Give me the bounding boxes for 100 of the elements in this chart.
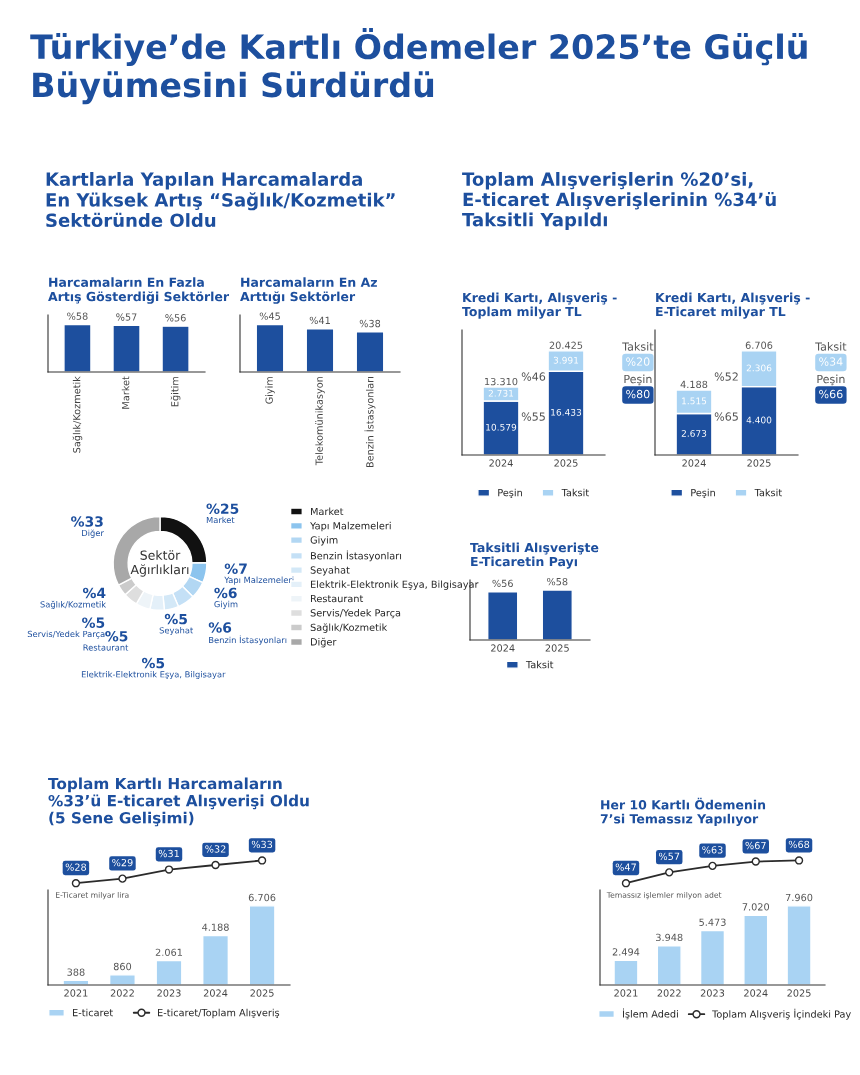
slice-label: Yapı Malzemeleri [224, 576, 294, 585]
annotation: %52 [714, 372, 738, 381]
data-label: %47 [615, 863, 636, 871]
x-tick-label: 2022 [657, 989, 681, 997]
legend-label: E-ticaret/Toplam Alışveriş [158, 1008, 280, 1019]
legend-label: Elektrik-Elektronik Eşya, Bilgisayar [311, 580, 479, 590]
data-label: %7 [224, 563, 247, 574]
data-label: %32 [205, 845, 226, 853]
data-label: 2.673 [681, 430, 707, 437]
data-label: %5 [141, 657, 165, 669]
chart-title: Toplam Kartlı Harcamaların %33’ü E-ticaret Alışverişi Oldu [48, 777, 309, 810]
x-tick-label: 2023 [700, 989, 725, 997]
legend-label: Benzin İstasyonları [311, 550, 402, 562]
point [621, 879, 631, 888]
annotation: %65 [714, 412, 738, 421]
bar [202, 934, 230, 985]
total-label: 4.188 [680, 380, 708, 389]
data-label: 3.948 [656, 933, 683, 942]
chart-title: Taksitli Alışverişte E-Ticaretin Payı [470, 542, 599, 569]
chart-title: Her 10 Kartlı Ödemenin 7’si Temassız Yapılıyor [600, 797, 766, 827]
x-tick-label: 2024 [203, 989, 228, 997]
legend-label: Sağlık/Kozmetik [310, 623, 388, 633]
data-label: %28 [65, 863, 87, 871]
legend-label: Taksit [754, 488, 782, 497]
x-tick-label: 2025 [554, 459, 578, 467]
data-label: %29 [112, 858, 133, 867]
slice-label: Sağlık/Kozmetik [40, 600, 107, 610]
chart-title: Kredi Kartı, Alışveriş - E-Ticaret milyar TL [656, 292, 810, 319]
data-label: %41 [309, 316, 330, 325]
data-label: %45 [259, 312, 280, 320]
total-label: 20.425 [549, 341, 583, 349]
chart-subtitle: (5 Sene Gelişimi) [49, 811, 194, 827]
text: Kartlarla Yapılan Harcamalarda En Yüksek Artış “Sağlık/Kozmetik” Sektöründe Oldu [46, 172, 395, 228]
x-tick-label: 2024 [744, 989, 768, 997]
data-label: %38 [359, 319, 381, 328]
data-label: 3.991 [553, 356, 579, 364]
legend-label: Servis/Yedek Parça [310, 608, 401, 619]
data-label: 2.494 [612, 948, 640, 956]
data-label: 6.706 [248, 893, 276, 902]
bar [699, 929, 726, 985]
data-label: %5 [105, 630, 128, 642]
legend-label: E-ticaret [73, 1008, 113, 1017]
legend-label: İşlem Adedi [623, 1008, 678, 1020]
x-tick-label: 2024 [489, 459, 513, 467]
data-label: %56 [165, 314, 186, 322]
data-label: %58 [67, 312, 88, 320]
data-label: 1.515 [682, 397, 707, 405]
legend-label: Restaurant [311, 594, 364, 603]
slice-label: Giyim [214, 600, 238, 609]
text: Türkiye’de Kartlı Ödemeler 2025’te Güçlü Büyümesini Sürdürdü [30, 28, 807, 105]
bar [786, 905, 812, 985]
slice-label: Benzin İstasyonları [209, 635, 287, 645]
bar [248, 905, 276, 985]
slice-label: Elektrik-Elektronik Eşya, Bilgisayar [81, 671, 226, 680]
point [708, 861, 717, 871]
text: %34 [819, 357, 843, 366]
point [164, 865, 174, 874]
data-label: 7.960 [785, 893, 813, 902]
data-label: %57 [658, 852, 680, 860]
data-label: %68 [788, 840, 810, 849]
bar [656, 945, 682, 985]
data-label: 5.473 [699, 918, 726, 926]
data-label: %25 [206, 503, 239, 514]
x-tick-label: Eğitim [170, 376, 181, 407]
x-tick-label: Benzin İstasyonları [364, 377, 376, 468]
slice-label: Diğer [82, 529, 104, 538]
data-label: %5 [82, 617, 105, 628]
chart-title: Harcamaların En Fazla Artış Gösterdiği Sektörler [48, 277, 230, 304]
text: %20 [626, 357, 650, 366]
x-tick-label: Telekomünikasyon [315, 376, 325, 466]
data-label: %5 [164, 613, 187, 625]
data-label: %56 [492, 579, 513, 588]
point [118, 874, 127, 883]
legend-label: Market [311, 507, 344, 516]
point [751, 857, 760, 866]
point [257, 856, 267, 865]
legend-label: Giyim [310, 536, 338, 546]
legend-label: Toplam Alışveriş İçindeki Pay [712, 1008, 851, 1020]
bar [743, 914, 769, 985]
x-tick-label: Sağlık/Kozmetik [72, 376, 83, 453]
total-label: 13.310 [485, 377, 518, 386]
text: %66 [819, 389, 843, 399]
data-label: %6 [208, 622, 232, 633]
text: Peşin [624, 374, 652, 386]
legend-label: Peşin [691, 488, 715, 499]
annotation: %46 [521, 372, 546, 381]
legend-label: Seyahat [310, 566, 350, 576]
data-label: %57 [116, 313, 137, 321]
text: Toplam Alışverişlerin %20’si, E-ticaret Alışverişlerinin %34’ü Taksitli Yapıldı [462, 172, 776, 230]
text: %80 [626, 389, 650, 399]
data-label: %31 [158, 849, 179, 858]
x-tick-label: Giyim [265, 376, 275, 404]
bar [108, 974, 136, 985]
data-label: 4.188 [202, 923, 229, 931]
slice-label: Market [206, 516, 235, 524]
total-label: 6.706 [745, 341, 773, 349]
data-label: 10.579 [486, 423, 517, 431]
chart-title: Harcamaların En Az Arttığı Sektörler [240, 277, 377, 304]
data-label: %33 [251, 840, 273, 849]
text: Taksit [622, 342, 654, 351]
